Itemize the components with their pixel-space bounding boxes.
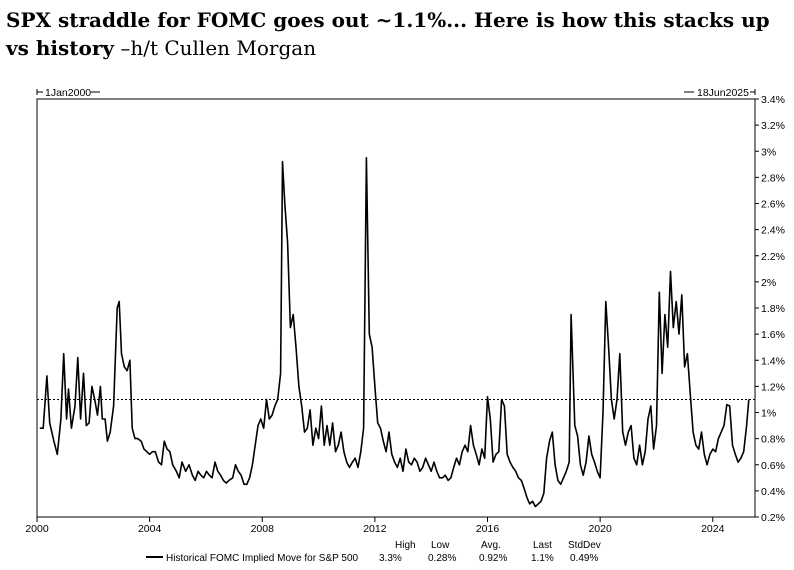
stat-last-value: 1.1% (531, 553, 554, 564)
stat-last-header: Last (533, 540, 552, 551)
y-tick-label: 0.2% (761, 512, 785, 524)
stat-avg-header: Avg. (481, 540, 501, 551)
y-tick-label: 2.2% (761, 251, 785, 263)
stat-high-header: High (395, 540, 416, 551)
series-line (39, 157, 750, 508)
y-axis: 3.4% 3.2% 3% 2.8% 2.6% 2.4% 2.2% 2% 1.8% 1.6% 1.4%… (755, 94, 785, 524)
stat-stddev-header: StdDev (568, 540, 601, 551)
y-tick-label: 3.4% (761, 94, 785, 106)
y-tick-label: 1% (761, 408, 776, 420)
legend-series-label: Historical FOMC Implied Move for S&P 500 (166, 553, 359, 564)
x-tick-label: 2008 (251, 523, 275, 535)
y-tick-label: 2.8% (761, 172, 785, 184)
y-tick-label: 1.4% (761, 355, 785, 367)
x-axis: 2000 2004 2008 2012 2016 2020 2024 (25, 517, 725, 535)
legend: Historical FOMC Implied Move for S&P 500… (146, 540, 601, 564)
y-tick-label: 0.6% (761, 460, 785, 472)
stat-stddev-value: 0.49% (570, 553, 598, 564)
range-start-marker: 1Jan2000 (36, 87, 100, 99)
y-tick-label: 0.8% (761, 434, 785, 446)
y-tick-label: 1.6% (761, 329, 785, 341)
range-start-label: 1Jan2000 (45, 87, 91, 99)
x-tick-label: 2024 (701, 523, 725, 535)
range-end-label: 18Jun2025 (697, 87, 749, 99)
chart-title-credit: –h/t Cullen Morgan (113, 36, 317, 60)
stat-low-header: Low (431, 540, 450, 551)
y-tick-label: 1.8% (761, 303, 785, 315)
y-tick-label: 0.4% (761, 486, 785, 498)
stat-low-value: 0.28% (428, 553, 456, 564)
x-tick-label: 2016 (476, 523, 500, 535)
y-tick-label: 3.2% (761, 120, 785, 132)
plot-frame (36, 98, 756, 518)
chart-title-bold: SPX straddle for FOMC goes out ~1.1%... … (6, 8, 770, 60)
stat-avg-value: 0.92% (479, 553, 507, 564)
y-tick-label: 1.2% (761, 381, 785, 393)
y-tick-label: 2.6% (761, 199, 785, 211)
range-end-marker: 18Jun2025 (684, 87, 756, 99)
x-tick-label: 2000 (25, 523, 49, 535)
x-tick-label: 2004 (138, 523, 162, 535)
stat-high-value: 3.3% (379, 553, 402, 564)
y-tick-label: 2.4% (761, 225, 785, 237)
y-tick-label: 2% (761, 277, 776, 289)
chart-title: SPX straddle for FOMC goes out ~1.1%... … (6, 6, 786, 62)
x-tick-label: 2012 (363, 523, 387, 535)
x-tick-label: 2020 (588, 523, 612, 535)
y-tick-label: 3% (761, 146, 776, 158)
